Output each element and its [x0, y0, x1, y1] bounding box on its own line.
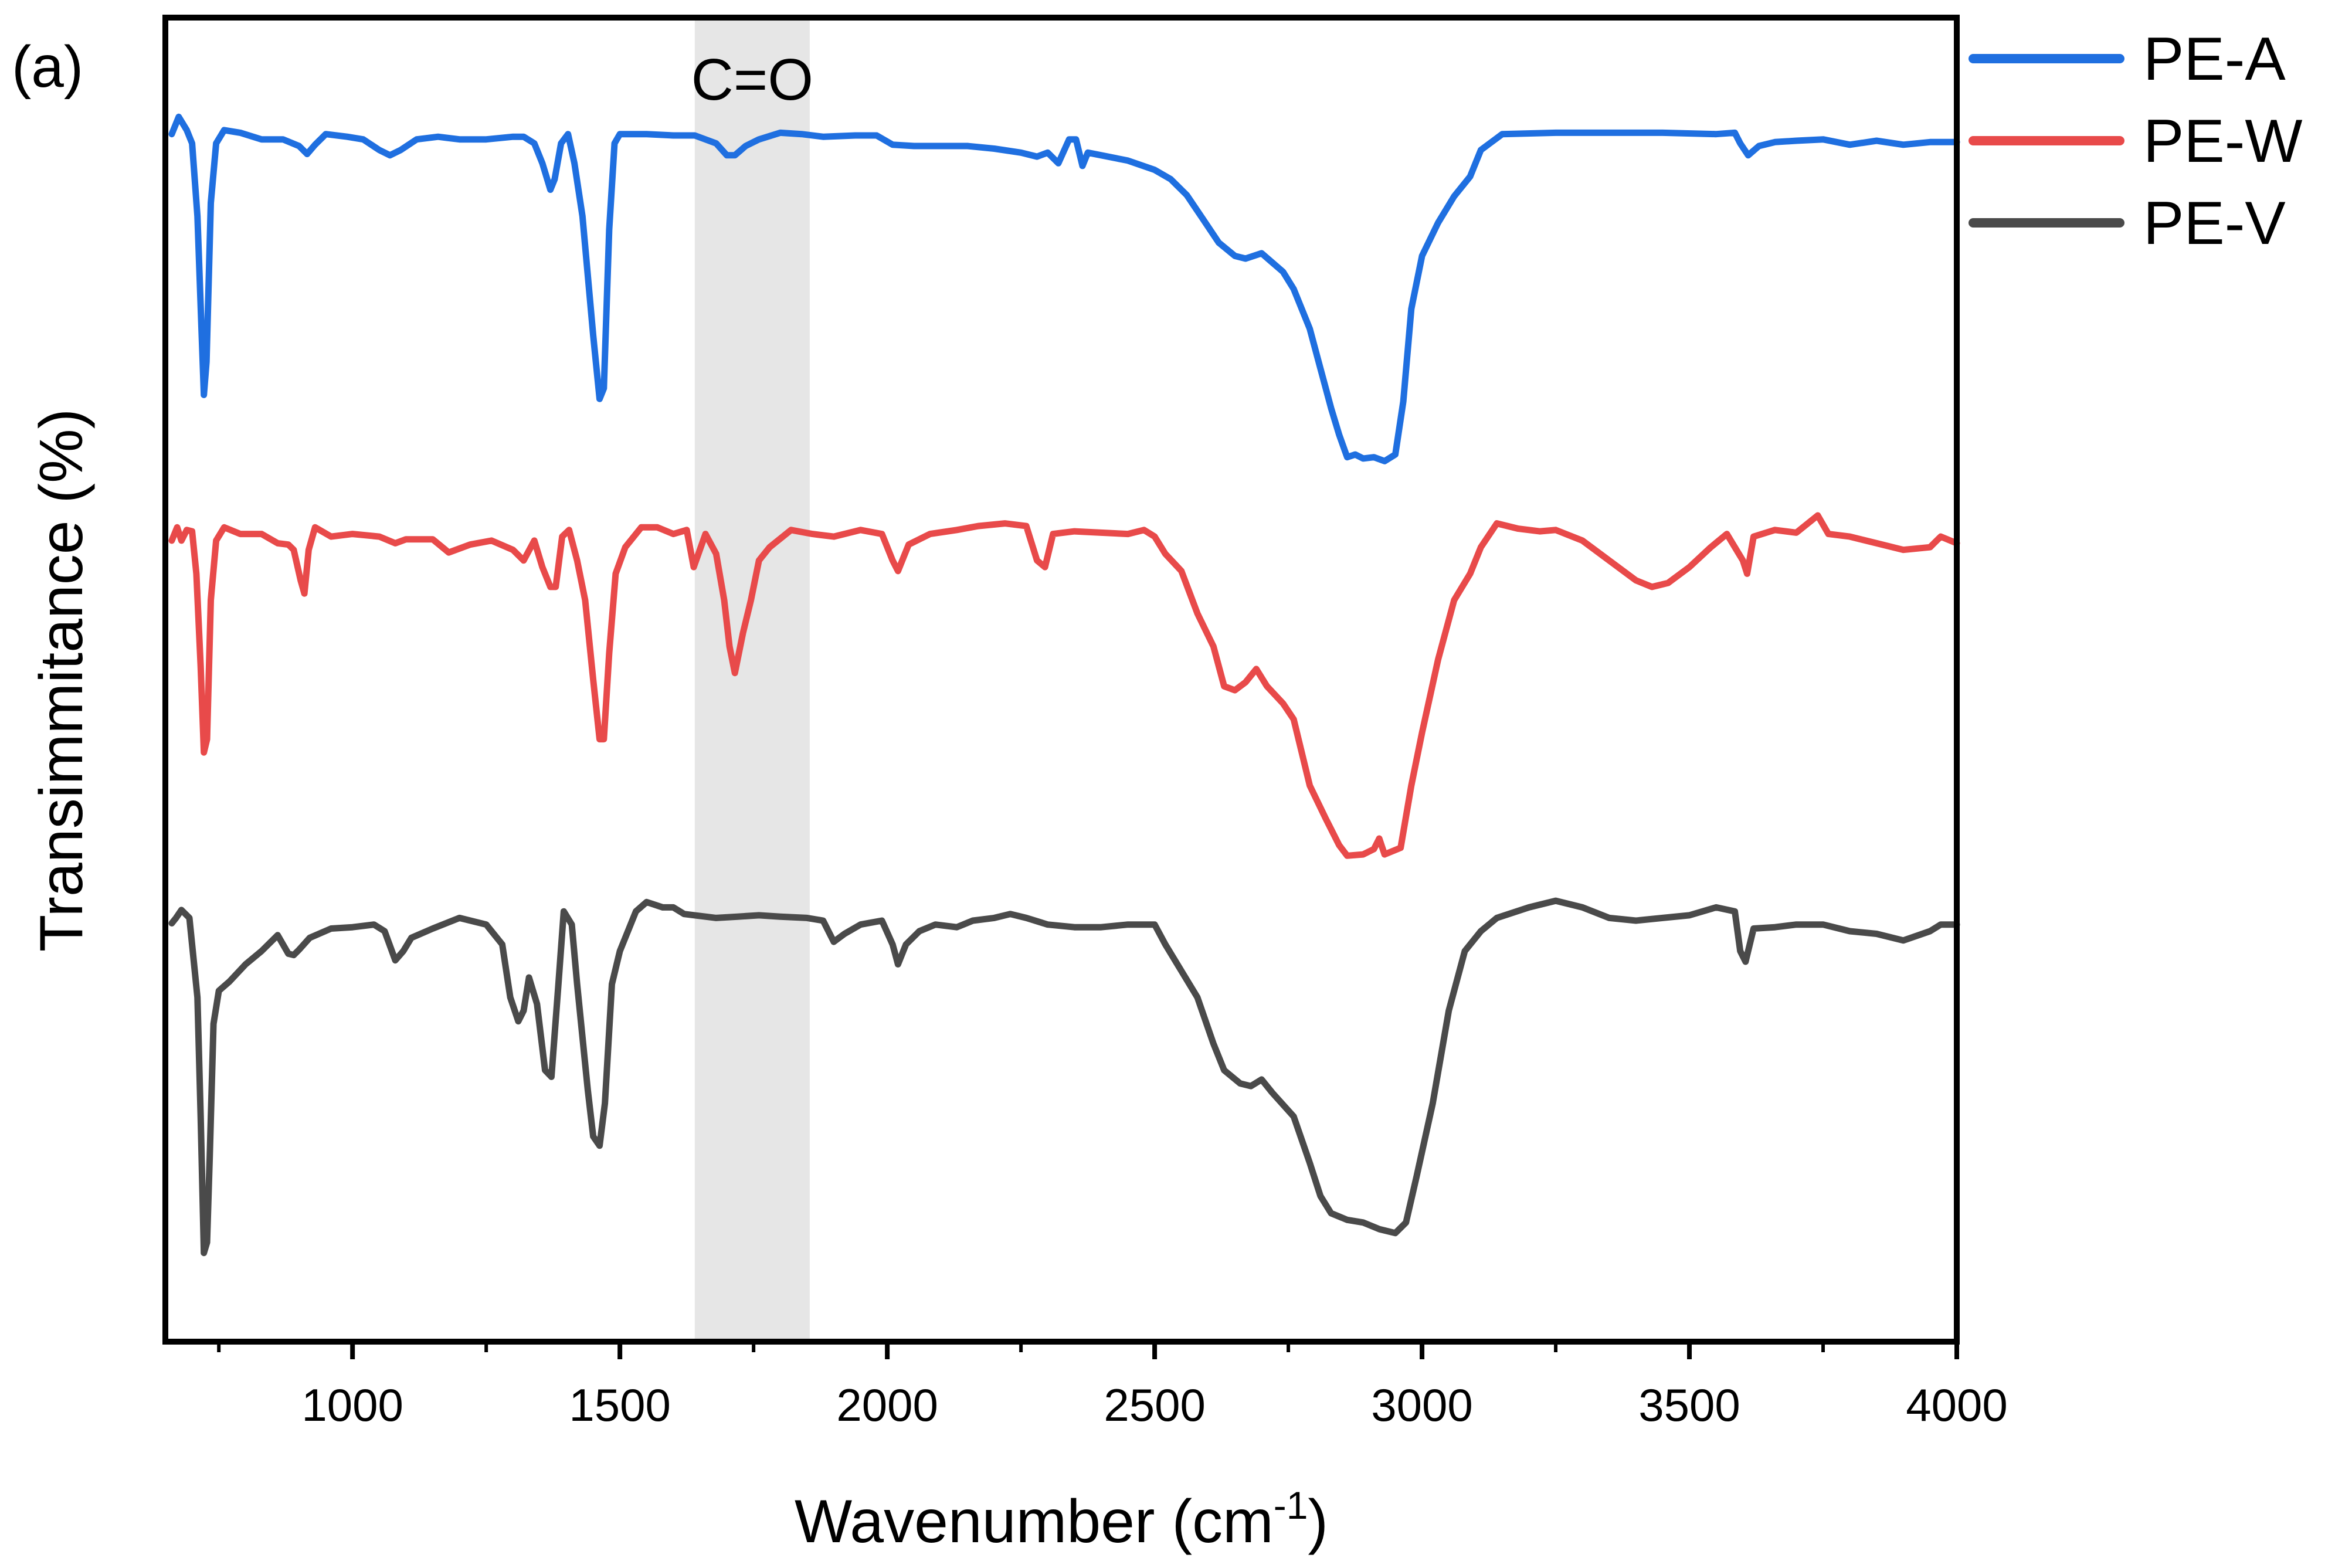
- plot-frame: [162, 15, 1960, 1345]
- legend-label-pe-v: PE-V: [2143, 189, 2286, 257]
- series-line-pe-a: [168, 113, 1960, 464]
- x-tick-label: 3000: [1371, 1379, 1473, 1431]
- x-axis-title: Wavenumber (cm-1): [795, 1484, 1328, 1556]
- x-axis-title-superscript: -1: [1274, 1484, 1308, 1527]
- legend-label-pe-w: PE-W: [2143, 107, 2303, 175]
- x-tick-label: 3500: [1638, 1379, 1740, 1431]
- y-axis-title: Transimmitance (%): [28, 409, 96, 952]
- panel-label: (a): [12, 34, 83, 100]
- x-axis-ticks: 1000 1500 2000 2500 3000 3500 4000: [217, 1342, 2008, 1431]
- series-line-pe-v: [168, 897, 1960, 1257]
- legend-label-pe-a: PE-A: [2143, 25, 2286, 93]
- carbonyl-band-label: C=O: [691, 47, 813, 113]
- legend: PE-A PE-W PE-V: [1969, 25, 2303, 257]
- x-tick-label: 4000: [1906, 1379, 2008, 1431]
- x-tick-label: 1500: [569, 1379, 671, 1431]
- x-axis-title-main: Wavenumber (cm: [795, 1488, 1274, 1556]
- carbonyl-highlight-band: [694, 18, 810, 1342]
- x-axis-title-suffix: ): [1308, 1488, 1328, 1556]
- series-line-pe-w: [168, 512, 1960, 859]
- x-tick-label: 2500: [1104, 1379, 1206, 1431]
- x-tick-label: 2000: [836, 1379, 938, 1431]
- x-tick-label: 1000: [301, 1379, 403, 1431]
- series-layer: [168, 113, 1960, 1257]
